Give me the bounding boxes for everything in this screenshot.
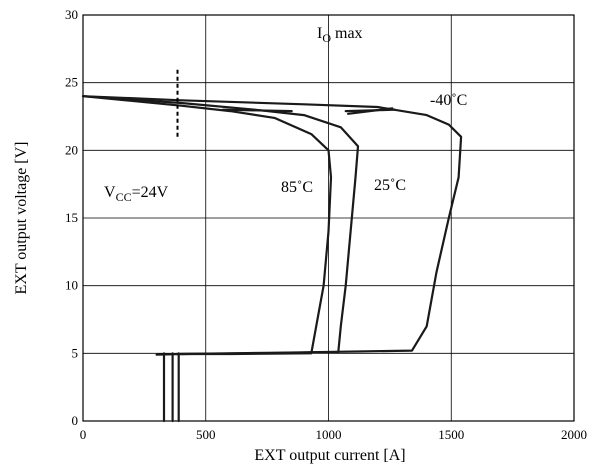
vcc-annotation: VCC=24V [104, 184, 169, 204]
io-max-annotation: IO max [317, 25, 363, 45]
vcc-main: V [104, 184, 116, 201]
x-tick-label: 500 [196, 427, 216, 442]
x-tick-labels: 0 500 1000 1500 2000 [80, 427, 587, 442]
y-axis-label: EXT output voltage [V] [13, 141, 30, 294]
y-tick-labels: 0 5 10 15 20 25 30 [65, 7, 78, 428]
series-label-25: 25˚C [374, 177, 406, 194]
curves [81, 69, 463, 423]
y-tick-label: 30 [65, 7, 78, 22]
plot-frame [82, 14, 575, 422]
y-tick-label: 0 [72, 413, 79, 428]
vcc-rest: =24V [132, 184, 169, 201]
y-tick-label: 5 [72, 345, 79, 360]
series-label-85: 85˚C [281, 179, 313, 196]
series-line [81, 95, 333, 356]
curve-fold-segment [221, 108, 293, 113]
x-tick-label: 1000 [316, 427, 342, 442]
curve-fold-segment [347, 107, 394, 115]
series-line [81, 95, 360, 356]
vcc-sub: CC [116, 190, 132, 204]
series-line [81, 95, 463, 356]
x-tick-label: 2000 [561, 427, 587, 442]
x-tick-label: 0 [80, 427, 87, 442]
io-max-sub: O [322, 31, 331, 45]
x-tick-label: 1500 [438, 427, 464, 442]
y-tick-label: 10 [65, 278, 78, 293]
series-label-minus40: -40˚C [430, 92, 467, 109]
io-max-main: I [317, 25, 322, 42]
x-axis-label: EXT output current [A] [254, 447, 405, 464]
y-tick-label: 20 [65, 142, 78, 157]
io-max-rest: max [331, 25, 363, 42]
y-tick-label: 25 [65, 75, 78, 90]
y-tick-label: 15 [65, 210, 78, 225]
